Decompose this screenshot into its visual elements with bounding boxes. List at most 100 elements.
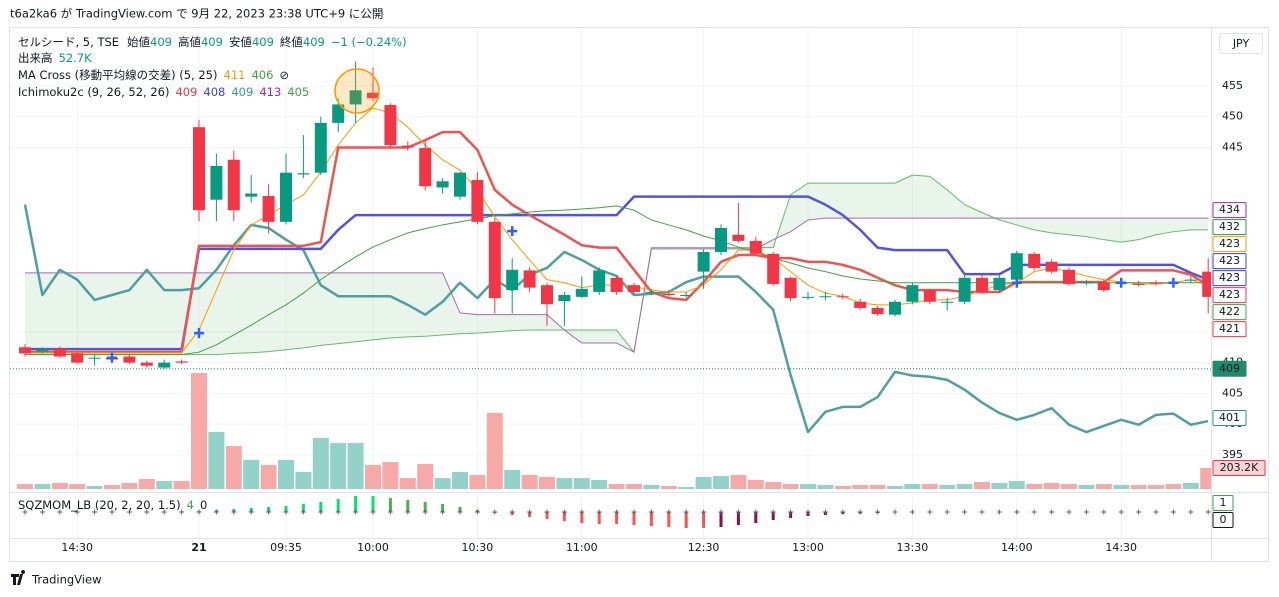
volume-bar	[312, 437, 329, 489]
candle-body	[1045, 261, 1058, 272]
volume-bar	[86, 486, 103, 489]
x-tick-label: 13:30	[897, 541, 929, 554]
candle-body	[332, 104, 345, 123]
ma-cross-marker	[194, 328, 204, 339]
volume-bar	[626, 484, 642, 489]
volume-bar	[1026, 484, 1043, 489]
squeeze-dot	[179, 509, 185, 515]
momentum-bar	[388, 498, 392, 512]
momentum-bar	[771, 512, 775, 520]
momentum-bar	[597, 512, 601, 524]
ichimoku-value: 408	[203, 85, 225, 99]
y-tick-label: 445	[1222, 140, 1243, 153]
candle-body	[384, 105, 397, 146]
scale-label: 409	[1219, 362, 1240, 375]
candle-body	[749, 240, 762, 254]
volume-bar	[956, 484, 973, 489]
candle-body	[715, 228, 727, 252]
squeeze-dot	[474, 509, 480, 515]
candle-body	[158, 362, 171, 368]
candle-body	[645, 291, 658, 293]
volume-bar	[765, 481, 782, 489]
momentum-bar	[319, 502, 323, 512]
momentum-bar	[684, 512, 688, 528]
volume-bar	[556, 478, 573, 489]
squeeze-dot	[74, 509, 80, 515]
volume-bar	[208, 431, 225, 489]
scale-label: 0	[1220, 513, 1227, 526]
volume-bar	[521, 474, 538, 489]
scale-label: 203.2K	[1220, 461, 1259, 474]
volume-bar	[1078, 484, 1095, 489]
squeeze-dot	[875, 509, 881, 515]
squeeze-dot	[1205, 509, 1211, 515]
candle-body	[140, 362, 153, 366]
scale-label: 422	[1219, 305, 1240, 318]
momentum-bar	[736, 512, 740, 525]
scale-label-box	[1212, 304, 1247, 321]
open-name: 始値	[127, 35, 150, 49]
candle-body	[697, 251, 710, 272]
x-tick-label: 14:00	[1001, 541, 1033, 554]
squeeze-dot	[753, 509, 759, 515]
candle-body	[593, 270, 606, 292]
momentum-bar	[615, 512, 619, 524]
high-value: 409	[201, 35, 223, 49]
volume-bar	[852, 484, 869, 489]
high-name: 高値	[178, 35, 201, 49]
volume-bar	[347, 443, 364, 489]
volume-bar	[573, 478, 590, 489]
volume-bar	[156, 481, 173, 489]
momentum-bar	[284, 506, 288, 512]
x-tick-label: 10:00	[357, 541, 389, 554]
momentum-bar	[702, 512, 706, 528]
volume-bar	[1200, 468, 1211, 489]
footer-brand: TradingView	[31, 573, 101, 587]
candle-body	[123, 356, 136, 363]
volume-value: 52.7K	[59, 51, 93, 65]
candle-body	[889, 301, 901, 315]
squeeze-dot	[231, 509, 237, 515]
candle-body	[923, 290, 936, 302]
candle-body	[471, 180, 484, 222]
squeeze-dot	[944, 509, 950, 515]
volume-bar	[713, 475, 729, 489]
volume-bar	[539, 477, 555, 489]
volume-bar	[904, 484, 921, 489]
currency-button[interactable]	[1219, 33, 1263, 54]
x-tick-label: 09:35	[270, 541, 302, 554]
open-value: 409	[150, 35, 172, 49]
candle-body	[314, 122, 327, 173]
candle-body	[802, 296, 814, 298]
legend-main: セルシード, 5, TSE 始値409 高値409 安値409 終値409 −1 (−0.…	[18, 35, 407, 49]
scale-label-box	[1212, 253, 1247, 270]
ichimoku-value: 409	[231, 85, 253, 99]
scale-label-box	[1212, 460, 1266, 477]
candle-body	[53, 348, 66, 357]
candle-body	[71, 353, 84, 363]
squeeze-dot	[387, 509, 393, 515]
squeeze-dot	[683, 509, 689, 515]
candle-body	[1097, 282, 1110, 291]
volume-bar	[1113, 484, 1130, 489]
candle-body	[245, 193, 258, 197]
candle-body	[227, 159, 240, 211]
volume-bar	[121, 483, 138, 489]
candle-body	[767, 253, 780, 284]
candle-body	[628, 285, 640, 292]
squeeze-dot	[283, 509, 289, 515]
highlight-circle	[334, 68, 380, 114]
currency[interactable]: JPY	[1232, 37, 1250, 50]
volume-bar	[869, 484, 886, 489]
candle-body	[36, 349, 49, 352]
candle-body	[558, 295, 571, 302]
momentum-bar	[789, 512, 793, 518]
squeeze-dot	[1170, 509, 1176, 515]
candle-body	[732, 234, 745, 241]
squeeze-dot	[57, 509, 63, 515]
candle-body	[1028, 253, 1041, 268]
volume-bar	[1182, 483, 1199, 489]
squeeze-dot	[631, 509, 637, 515]
candle-body	[662, 293, 675, 296]
logo	[11, 570, 26, 585]
